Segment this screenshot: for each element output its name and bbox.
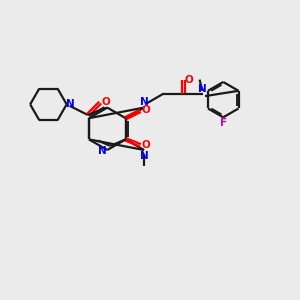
Text: N: N <box>140 151 148 161</box>
Text: N: N <box>198 84 207 94</box>
Text: N: N <box>98 146 107 156</box>
Text: O: O <box>142 140 150 150</box>
Text: F: F <box>220 118 227 128</box>
Text: O: O <box>142 105 150 115</box>
Text: O: O <box>185 75 194 85</box>
Text: O: O <box>101 97 110 107</box>
Text: N: N <box>66 99 75 110</box>
Text: N: N <box>140 97 148 107</box>
